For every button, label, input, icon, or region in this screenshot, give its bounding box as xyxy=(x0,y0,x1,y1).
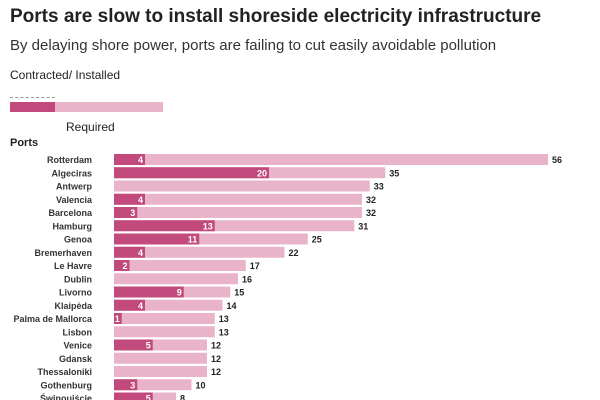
required-value-label: 35 xyxy=(389,168,399,178)
installed-value-label: 9 xyxy=(177,288,182,298)
required-value-label: 16 xyxy=(242,274,252,284)
installed-value-label: 4 xyxy=(138,248,143,258)
category-label: Livorno xyxy=(59,288,93,298)
required-value-label: 22 xyxy=(289,248,299,258)
installed-value-label: 20 xyxy=(257,168,267,178)
installed-bar xyxy=(114,299,145,311)
required-bar xyxy=(114,313,215,324)
installed-value-label: 5 xyxy=(146,394,151,400)
category-label: Genoa xyxy=(64,235,93,245)
category-label: Algeciras xyxy=(51,168,92,178)
category-label: Gdansk xyxy=(59,354,93,364)
installed-bar xyxy=(114,167,269,179)
installed-value-label: 11 xyxy=(188,235,198,245)
installed-value-label: 4 xyxy=(138,155,143,165)
category-label: Palma de Mallorca xyxy=(13,314,93,324)
installed-bar xyxy=(114,392,153,400)
installed-bar xyxy=(114,286,184,298)
category-label: Hamburg xyxy=(52,221,92,231)
installed-bar xyxy=(114,154,145,165)
category-label: Dublin xyxy=(64,274,92,284)
installed-bar xyxy=(114,379,138,391)
required-value-label: 17 xyxy=(250,261,260,271)
required-value-label: 33 xyxy=(374,182,384,192)
installed-bar xyxy=(114,207,138,218)
installed-value-label: 2 xyxy=(122,261,127,271)
required-value-label: 12 xyxy=(211,367,221,377)
installed-bar xyxy=(114,313,122,324)
category-label: Lisbon xyxy=(63,327,93,337)
installed-value-label: 13 xyxy=(203,221,213,231)
category-label: Antwerp xyxy=(56,182,93,192)
required-bar xyxy=(114,220,355,232)
required-bar xyxy=(114,154,548,165)
legend-contracted-swatch xyxy=(10,102,55,112)
legend: Contracted/ Installed Required xyxy=(10,66,180,136)
category-label: Klaipėda xyxy=(54,301,93,311)
required-value-label: 13 xyxy=(219,327,229,337)
required-value-label: 15 xyxy=(234,288,244,298)
required-value-label: 12 xyxy=(211,341,221,351)
installed-bar xyxy=(114,220,215,232)
required-value-label: 14 xyxy=(227,301,237,311)
required-value-label: 25 xyxy=(312,235,322,245)
installed-bar xyxy=(114,233,200,245)
installed-bar xyxy=(114,193,145,205)
category-label: Barcelona xyxy=(48,208,93,218)
required-bar xyxy=(114,207,362,218)
required-bar xyxy=(114,193,362,205)
category-label: Valencia xyxy=(56,195,93,205)
installed-bar xyxy=(114,246,145,258)
category-label: Le Havre xyxy=(54,261,92,271)
required-bar xyxy=(114,233,308,245)
required-bar xyxy=(114,273,238,285)
required-value-label: 32 xyxy=(366,195,376,205)
required-value-label: 10 xyxy=(196,380,206,390)
category-label: Rotterdam xyxy=(47,155,92,165)
installed-bar xyxy=(114,339,153,351)
required-bar xyxy=(114,379,192,391)
installed-value-label: 5 xyxy=(146,341,151,351)
required-bar xyxy=(114,180,370,192)
installed-value-label: 3 xyxy=(130,208,135,218)
category-label: Venice xyxy=(63,341,92,351)
required-value-label: 13 xyxy=(219,314,229,324)
y-axis-label: Ports xyxy=(10,137,39,149)
required-value-label: 56 xyxy=(552,155,562,165)
legend-required-swatch xyxy=(10,102,163,112)
legend-required-label: Required xyxy=(66,120,115,134)
installed-value-label: 4 xyxy=(138,195,143,205)
required-value-label: 12 xyxy=(211,354,221,364)
required-bar xyxy=(114,260,246,271)
required-value-label: 32 xyxy=(366,208,376,218)
legend-bracket xyxy=(10,97,55,101)
installed-value-label: 4 xyxy=(138,301,143,311)
category-label: Świnoujście xyxy=(40,393,92,400)
chart-subtitle: By delaying shore power, ports are faili… xyxy=(10,37,497,54)
category-label: Bremerhaven xyxy=(34,248,92,258)
required-bar xyxy=(114,246,285,258)
required-bar xyxy=(114,366,207,377)
required-bar xyxy=(114,352,207,364)
required-bar xyxy=(114,299,223,311)
legend-contracted-label: Contracted/ Installed xyxy=(10,68,121,82)
required-value-label: 8 xyxy=(180,394,185,400)
installed-value-label: 3 xyxy=(130,380,135,390)
installed-value-label: 1 xyxy=(115,314,120,324)
category-label: Thessaloniki xyxy=(37,367,92,377)
required-value-label: 31 xyxy=(358,221,368,231)
required-bar xyxy=(114,326,215,338)
chart-title: Ports are slow to install shoreside elec… xyxy=(10,6,542,27)
required-bar xyxy=(114,339,207,351)
installed-bar xyxy=(114,260,130,271)
category-label: Gothenburg xyxy=(41,380,93,390)
